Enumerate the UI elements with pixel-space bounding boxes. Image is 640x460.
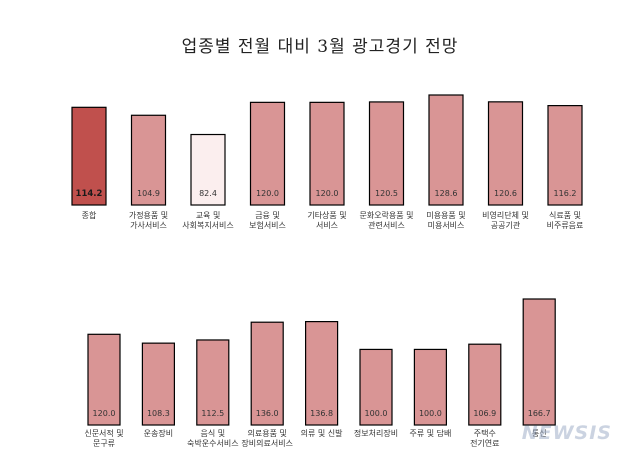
chart-title: 업종별 전월 대비 3월 광고경기 전망 [181,37,459,57]
bar [309,101,345,206]
bar [522,298,556,426]
bar [487,101,524,206]
category-label: 전기연료 [470,438,499,448]
bar [249,101,286,206]
bar [71,106,107,206]
bar [196,339,230,426]
category-label: 종합 [82,211,97,220]
category-label: 교육 및 [196,210,221,220]
category-label: 신문서적 및 [84,428,123,438]
data-label: 120.6 [494,189,517,198]
category-label: 통신 [532,429,547,438]
category-label: 식료품 및 [549,210,581,220]
data-label: 128.6 [435,189,458,198]
bar [87,333,121,426]
category-label: 숙박운수서비스 [187,438,239,448]
bar [130,114,167,206]
bar [359,348,393,426]
category-label: 공공기관 [491,220,521,230]
category-label: 비영리단체 및 [482,210,529,220]
category-label: 의료용품 및 [248,428,287,438]
category-label: 사회복지서비스 [182,221,234,230]
data-label: 120.0 [316,189,339,198]
data-label: 114.2 [76,189,103,199]
category-label: 서비스 [316,221,338,230]
bar [428,94,464,206]
category-label: 정보처리장비 [354,428,398,438]
bar [468,343,502,426]
data-label: 120.5 [375,189,398,198]
category-label: 장비의료서비스 [241,438,293,448]
category-label: 미용서비스 [428,221,465,230]
category-label: 보험서비스 [249,221,286,230]
category-label: 문화오락용품 및 [359,210,413,220]
bar [190,133,226,206]
bar [547,105,583,206]
category-label: 관련서비스 [368,220,405,230]
data-label: 104.9 [137,189,160,198]
bar [413,348,447,426]
category-label: 가사서비스 [130,221,167,230]
category-label: 문구류 [93,439,115,448]
category-label: 비주류음료 [547,221,584,230]
bar [305,320,339,426]
bar [368,101,405,206]
data-label: 120.0 [256,189,279,198]
data-label: 106.9 [473,409,496,418]
data-label: 136.8 [310,409,333,418]
category-label: 운송장비 [144,428,173,438]
data-label: 82.4 [199,189,217,198]
category-label: 미용용품 및 [426,210,465,220]
bar [250,321,284,426]
category-label: 음식 및 [200,428,225,438]
data-label: 100.0 [365,409,388,418]
category-label: 주류 및 담배 [409,428,451,438]
data-label: 108.3 [147,409,170,418]
data-label: 100.0 [419,409,442,418]
data-label: 120.0 [93,409,116,418]
category-label: 의류 및 신발 [301,428,344,438]
data-label: 136.0 [256,409,279,418]
data-label: 112.5 [201,409,224,418]
watermark-logo: NEWSIS [521,422,612,444]
category-label: 기타상품 및 [307,210,346,220]
category-label: 주택수 [474,428,496,438]
category-label: 금융 및 [255,210,280,220]
bar [141,342,175,426]
category-label: 가정용품 및 [129,210,168,220]
data-label: 116.2 [554,189,577,198]
data-label: 166.7 [528,409,551,418]
